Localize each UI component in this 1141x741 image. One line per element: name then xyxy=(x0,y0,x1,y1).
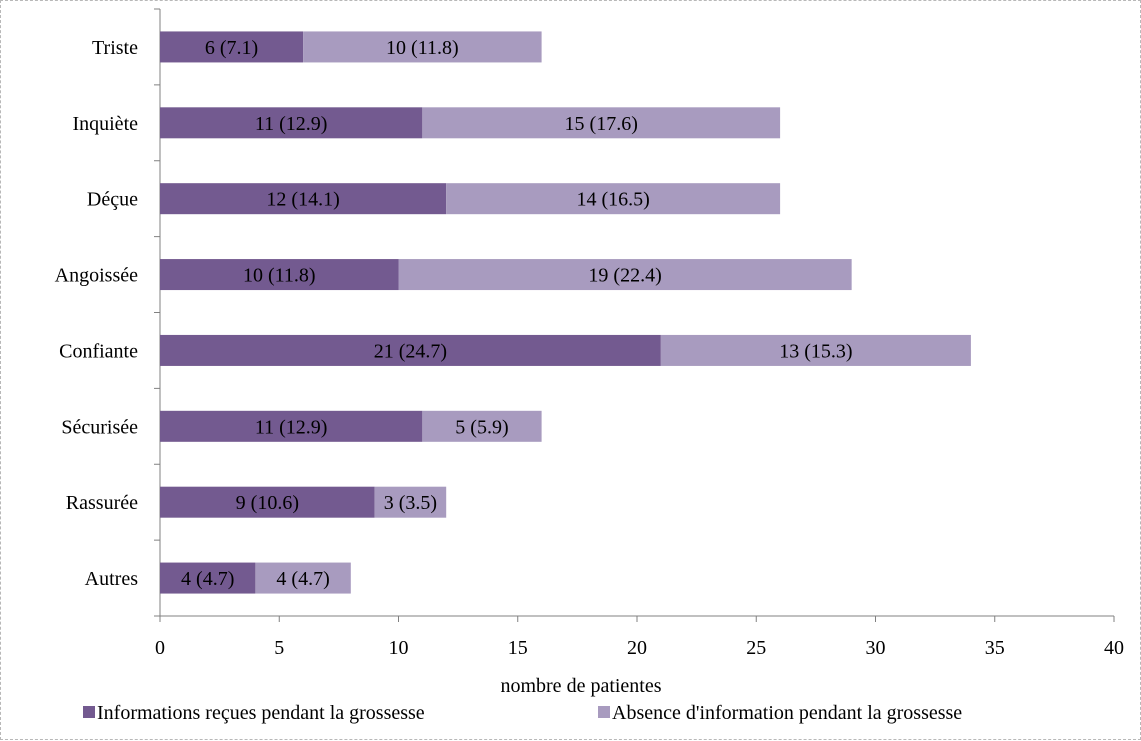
bar-data-label: 21 (24.7) xyxy=(374,340,447,362)
x-tick-labels: 0 5 10 15 20 25 30 35 40 xyxy=(155,637,1124,659)
category-labels: Triste Inquiète Déçue Angoissée Confiante Séc… xyxy=(55,37,139,590)
x-tick-label: 0 xyxy=(155,637,165,659)
bar-segment-informed xyxy=(160,410,423,442)
x-tick-label: 30 xyxy=(866,637,886,659)
category-label: Rassurée xyxy=(66,492,138,514)
bar-segment-uninformed xyxy=(398,259,852,291)
x-axis-title: nombre de patientes xyxy=(500,675,661,697)
legend: Informations reçues pendant la grossesse… xyxy=(83,702,962,724)
legend-label: Absence d'information pendant la grosses… xyxy=(612,702,962,724)
bar-data-label: 5 (5.9) xyxy=(455,416,508,438)
x-tick-label: 10 xyxy=(389,637,409,659)
x-tick-label: 20 xyxy=(627,637,647,659)
category-label: Sécurisée xyxy=(61,416,138,438)
bar-segment-uninformed xyxy=(422,107,781,139)
legend-label: Informations reçues pendant la grossesse xyxy=(97,702,425,724)
category-label: Autres xyxy=(85,568,139,590)
category-label: Angoissée xyxy=(55,265,138,287)
axes xyxy=(154,8,1115,622)
bar-segment-informed xyxy=(160,562,256,594)
category-label: Triste xyxy=(92,37,138,59)
bar-data-label: 10 (11.8) xyxy=(243,265,316,287)
bar-segment-uninformed xyxy=(374,486,447,518)
bar-data-label: 3 (3.5) xyxy=(384,492,437,514)
bar-data-label: 12 (14.1) xyxy=(266,189,339,211)
x-tick-label: 35 xyxy=(985,637,1005,659)
bar-segment-uninformed xyxy=(303,31,542,63)
bar-data-label: 14 (16.5) xyxy=(576,189,649,211)
category-label: Confiante xyxy=(59,340,138,362)
bar-segment-informed xyxy=(160,486,375,518)
bar-segment-informed xyxy=(160,31,304,63)
category-label: Inquiète xyxy=(72,113,138,135)
x-tick-label: 25 xyxy=(746,637,766,659)
bar-data-label: 15 (17.6) xyxy=(565,113,638,135)
bar-data-label: 11 (12.9) xyxy=(255,416,328,438)
legend-swatch xyxy=(598,706,610,718)
x-tick-label: 40 xyxy=(1104,637,1124,659)
x-tick-label: 15 xyxy=(508,637,528,659)
bar-data-label: 4 (4.7) xyxy=(276,568,329,590)
x-tick-label: 5 xyxy=(274,637,284,659)
bar-segment-informed xyxy=(160,183,447,215)
bar-segment-uninformed xyxy=(660,334,971,366)
bar-segment-informed xyxy=(160,334,661,366)
bar-data-label: 11 (12.9) xyxy=(255,113,328,135)
bar-segment-uninformed xyxy=(446,183,781,215)
bar-data-label: 4 (4.7) xyxy=(181,568,234,590)
bar-data-label: 19 (22.4) xyxy=(588,265,661,287)
bar-segment-informed xyxy=(160,259,399,291)
bar-segment-uninformed xyxy=(422,410,542,442)
bar-data-label: 10 (11.8) xyxy=(386,37,459,59)
bar-data-label: 9 (10.6) xyxy=(236,492,299,514)
bars: 6 (7.1) 10 (11.8) 11 (12.9) 15 (17.6) 12 (14… xyxy=(160,31,971,594)
bar-data-label: 13 (15.3) xyxy=(779,340,852,362)
bar-data-label: 6 (7.1) xyxy=(205,37,258,59)
bar-segment-informed xyxy=(160,107,423,139)
legend-swatch xyxy=(83,706,95,718)
bar-segment-uninformed xyxy=(255,562,351,594)
category-label: Déçue xyxy=(87,189,138,211)
